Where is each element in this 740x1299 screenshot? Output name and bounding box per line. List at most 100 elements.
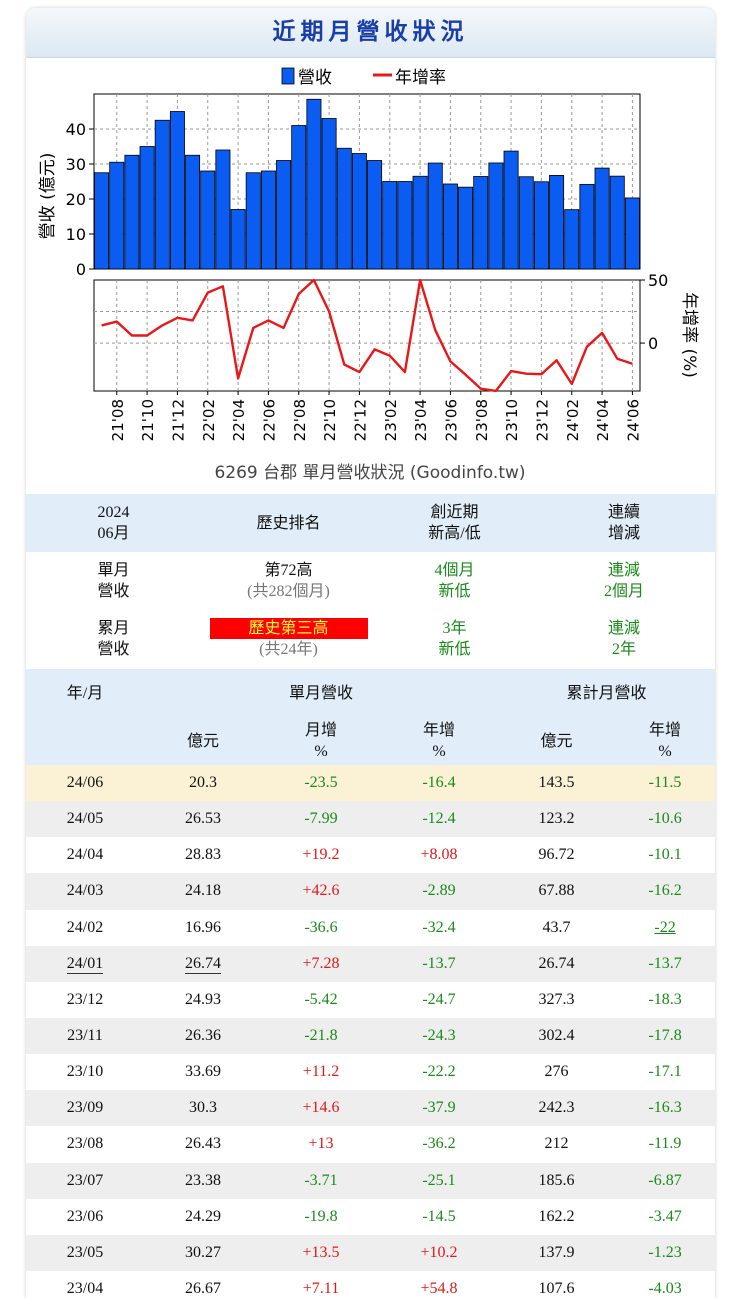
monthly-rank: 第72高 (共282個月) [201,552,376,610]
row-cum-yoy: -11.9 [615,1126,715,1162]
cumulative-rank-b: (共24年) [259,641,318,658]
row-yoy-value: -2.89 [422,882,456,900]
summary-cumulative-row: 累月 營收 歷史第三高 (共24年) 3年 新低 連減 2年 [26,610,715,668]
x-tick-label: 22'08 [291,399,309,441]
revenue-bar [139,146,155,270]
row-cum-yoy-value: -16.2 [648,882,682,900]
row-yoy-value: -25.1 [422,1171,456,1189]
row-yoy-value: -12.4 [422,810,456,828]
revenue-bar [200,170,216,270]
row-yoy-value: -16.4 [422,774,456,792]
row-year-month: 23/11 [26,1017,144,1055]
row-yoy-value: -24.3 [422,1027,456,1045]
row-mom: -3.71 [262,1162,380,1199]
monthly-rank-b: (共282個月) [247,583,330,600]
row-cum-yoy: -22 [615,910,715,946]
header-cum-yoy-pct: % [658,743,672,760]
row-year-month-value: 23/12 [66,990,104,1008]
row-revenue[interactable]: 26.74 [144,945,262,982]
x-tick-label: 22'10 [321,399,339,441]
row-year-month-value: 24/03 [66,882,104,900]
row-year-month-value: 24/04 [66,846,104,864]
summary-recent-header: 創近期新高/低 [376,494,533,552]
row-mom: +13.5 [262,1234,380,1271]
row-cum-yoy: -6.87 [615,1162,715,1199]
revenue-bar [609,175,625,270]
row-yoy: -12.4 [380,801,499,838]
row-cum-yoy: -1.23 [615,1234,715,1271]
header-single-month: 單月營收 [144,669,499,717]
revenue-bar [397,181,413,270]
row-mom-value: -23.5 [304,774,338,792]
table-row: 24/06 20.3 -23.5 -16.4 143.5 -11.5 [26,765,715,802]
table-row: 23/09 30.3 +14.6 -37.9 242.3 -16.3 [26,1090,715,1127]
revenue-bar [458,186,474,270]
header-yoy-label: 年增 [423,722,456,739]
monthly-trend-b: 2個月 [603,583,644,600]
row-mom: +7.28 [262,945,380,982]
row-year-month-value: 24/02 [66,918,104,936]
row-mom-value: +13.5 [302,1243,340,1261]
recent-header-b: 新高/低 [428,525,481,542]
row-yoy: -24.7 [380,982,498,1018]
row-yoy-value: -14.5 [422,1207,456,1225]
row-cumulative-value: 67.88 [538,882,575,900]
row-revenue: 16.96 [144,910,262,946]
row-revenue: 30.3 [144,1090,262,1127]
legend-revenue-label: 營收 [298,68,332,88]
row-cumulative-value: 302.4 [538,1027,575,1045]
row-cumulative: 276 [498,1054,615,1090]
row-cum-yoy-value: -22 [654,918,676,936]
row-mom: +7.11 [262,1271,380,1299]
revenue-bar [336,147,352,270]
row-revenue: 23.38 [144,1162,262,1199]
row-yoy: -13.7 [380,945,499,982]
table-row: 23/11 26.36 -21.8 -24.3 302.4 -17.8 [26,1017,715,1055]
row-year-month[interactable]: 24/01 [26,945,144,982]
recent-header-a: 創近期 [430,504,479,521]
table-header-row-2: 億元 月增% 年增% 億元 年增% [26,717,715,765]
row-cumulative-value: 43.7 [542,918,571,936]
x-tick-label: 24'06 [624,399,642,441]
row-cumulative: 137.9 [498,1234,616,1271]
cumulative-trend-a: 連減 [607,620,640,637]
row-cum-yoy-value: -4.03 [648,1280,682,1298]
revenue-chart: 營收 年增率 0 10 20 30 40 50 0 21'08 21'10 21'12 22'0… [26,58,715,494]
row-cumulative: 26.74 [498,945,616,982]
row-cumulative: 212 [498,1126,615,1162]
row-cumulative: 107.6 [498,1271,615,1299]
row-revenue-value: 24.18 [185,882,221,900]
row-year-month: 23/09 [26,1090,144,1127]
cumulative-label-a: 累月 [97,620,130,637]
row-yoy: -25.1 [380,1162,499,1199]
revenue-bar [594,167,610,270]
revenue-bar [351,153,367,270]
revenue-bar [124,154,140,270]
table-header-row-1: 年/月 單月營收 累計月營收 [26,669,715,765]
row-yoy: +54.8 [380,1271,498,1299]
row-cum-yoy-value: -11.5 [648,774,682,792]
x-tick-label: 23'06 [442,399,460,441]
row-year-month: 24/05 [26,801,144,838]
row-cumulative-value: 96.72 [538,846,575,864]
table-row: 24/05 26.53 -7.99 -12.4 123.2 -10.6 [26,801,715,838]
row-yoy: -22.2 [380,1054,498,1090]
row-cumulative-value: 123.2 [538,810,575,828]
x-tick-label: 23'04 [412,399,430,441]
row-year-month-value: 23/11 [67,1027,103,1045]
header-yoy: 年增% [380,717,499,765]
row-cum-yoy: -11.5 [615,765,715,802]
row-mom-value: -7.99 [304,810,338,828]
y2-tick-label: 0 [648,334,658,353]
cumulative-recent-b: 新低 [438,641,471,658]
row-revenue-value: 24.29 [185,1207,221,1225]
row-year-month: 23/08 [26,1126,144,1162]
row-revenue: 26.67 [144,1271,262,1299]
row-mom-value: +13 [308,1135,334,1153]
revenue-bar [564,209,580,270]
card-title: 近期月營收狀況 [26,8,715,58]
revenue-bar [215,149,231,270]
revenue-bar [382,181,398,270]
revenue-bar [109,161,125,270]
row-mom: -5.42 [262,982,380,1018]
